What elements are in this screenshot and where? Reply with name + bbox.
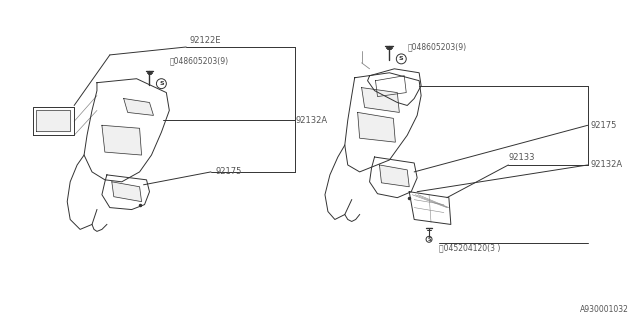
Polygon shape xyxy=(84,79,170,182)
Text: 92175: 92175 xyxy=(591,121,617,130)
Text: A930001032: A930001032 xyxy=(580,305,629,314)
Polygon shape xyxy=(369,157,417,198)
Polygon shape xyxy=(409,192,451,224)
Polygon shape xyxy=(112,182,141,202)
Polygon shape xyxy=(102,175,150,210)
Polygon shape xyxy=(36,110,70,131)
Text: 92132A: 92132A xyxy=(591,160,623,170)
Polygon shape xyxy=(380,165,409,187)
Text: 92122E: 92122E xyxy=(189,36,221,45)
Polygon shape xyxy=(33,108,74,135)
Polygon shape xyxy=(124,99,154,116)
Text: Ⓢ048605203(9): Ⓢ048605203(9) xyxy=(170,57,228,66)
Polygon shape xyxy=(358,112,396,142)
Text: Ⓢ048605203(9): Ⓢ048605203(9) xyxy=(407,42,467,51)
Polygon shape xyxy=(376,76,406,97)
Text: 92133: 92133 xyxy=(508,153,535,162)
Polygon shape xyxy=(362,88,399,112)
Polygon shape xyxy=(345,73,421,172)
Polygon shape xyxy=(367,69,421,106)
Polygon shape xyxy=(102,125,141,155)
Text: S: S xyxy=(159,81,164,86)
Text: S: S xyxy=(428,237,431,242)
Text: S: S xyxy=(399,56,404,61)
Text: 92132A: 92132A xyxy=(295,116,327,125)
Text: 92175: 92175 xyxy=(216,167,243,176)
Text: Ⓢ045204120(3 ): Ⓢ045204120(3 ) xyxy=(439,243,500,252)
